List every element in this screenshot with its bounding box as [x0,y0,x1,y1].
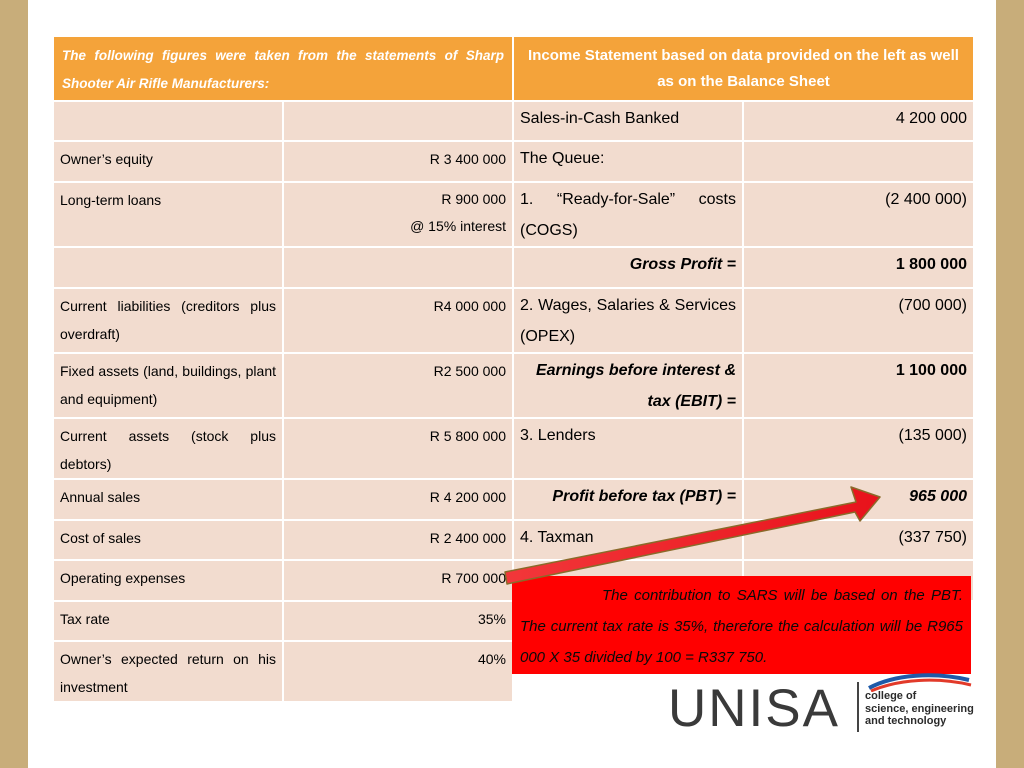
right-value [742,140,975,183]
left-label: Owner’s expected return on his investmen… [52,640,284,703]
header-row: The following figures were taken from th… [52,35,975,102]
unisa-logo: UNISA college of science, engineering an… [660,672,980,742]
left-label: Long-term loans [52,181,284,248]
right-label: 2. Wages, Salaries & Services (OPEX) [512,287,744,354]
left-value: R 5 800 000 [282,417,514,480]
table-row: Current assets (stock plus debtors) R 5 … [52,417,975,480]
logo-tagline-line: and technology [865,715,947,727]
right-value: 1 100 000 [742,352,975,419]
sars-note-text: The contribution to SARS will be based o… [520,587,963,666]
sars-note-box: The contribution to SARS will be based o… [512,576,971,674]
table-row: Gross Profit = 1 800 000 [52,246,975,289]
logo-divider [857,682,859,732]
left-label: Operating expenses [52,559,284,602]
left-value: 40% [282,640,514,703]
right-label: The Queue: [512,140,744,183]
logo-tagline-line: college of [865,690,917,702]
right-value: (2 400 000) [742,181,975,248]
left-label: Current assets (stock plus debtors) [52,417,284,480]
header-left: The following figures were taken from th… [52,35,514,102]
left-value: R 2 400 000 [282,519,514,561]
statement-table: The following figures were taken from th… [52,35,975,703]
right-label: Gross Profit = [512,246,744,289]
right-label: Earnings before interest & tax (EBIT) = [512,352,744,419]
header-right: Income Statement based on data provided … [512,35,975,102]
logo-tagline: college of science, engineering and tech… [865,690,974,728]
left-label: Fixed assets (land, buildings, plant and… [52,352,284,419]
left-value: R 700 000 [282,559,514,602]
logo-swoosh-icon [868,673,972,692]
left-value [282,246,514,289]
left-label: Annual sales [52,478,284,521]
left-value: R4 000 000 [282,287,514,354]
right-value: 1 800 000 [742,246,975,289]
table-row: Owner’s equity R 3 400 000 The Queue: [52,140,975,183]
left-value: R2 500 000 [282,352,514,419]
table-row: Owner’s expected return on his investmen… [52,640,974,703]
left-value: 35% [282,600,514,642]
logo-wordmark: UNISA [668,679,840,738]
table-row: Current liabilities (creditors plus over… [52,287,975,354]
right-label: 3. Lenders [512,417,744,480]
left-label: Owner’s equity [52,140,284,183]
left-value: R 3 400 000 [282,140,514,183]
right-label: Sales-in-Cash Banked [512,100,744,142]
left-label [52,246,284,289]
left-value: R 4 200 000 [282,478,514,521]
right-label: 1. “Ready-for-Sale” costs (COGS) [512,181,744,248]
left-label: Tax rate [52,600,284,642]
left-value: R 900 000 @ 15% interest [282,181,514,248]
logo-tagline-line: science, engineering [865,702,974,715]
arrow-shape [504,486,881,585]
table-row: Fixed assets (land, buildings, plant and… [52,352,975,419]
table-row: Tax rate 35% [52,600,974,642]
table-row: Sales-in-Cash Banked 4 200 000 [52,100,975,142]
right-value: (700 000) [742,287,975,354]
left-value [282,100,514,142]
right-value: 4 200 000 [742,100,975,142]
left-label: Cost of sales [52,519,284,561]
table-row: Long-term loans R 900 000 @ 15% interest… [52,181,975,248]
right-value: (135 000) [742,417,975,480]
right-label: Profit before tax (PBT) = [512,478,744,521]
left-label [52,100,284,142]
left-label: Current liabilities (creditors plus over… [52,287,284,354]
